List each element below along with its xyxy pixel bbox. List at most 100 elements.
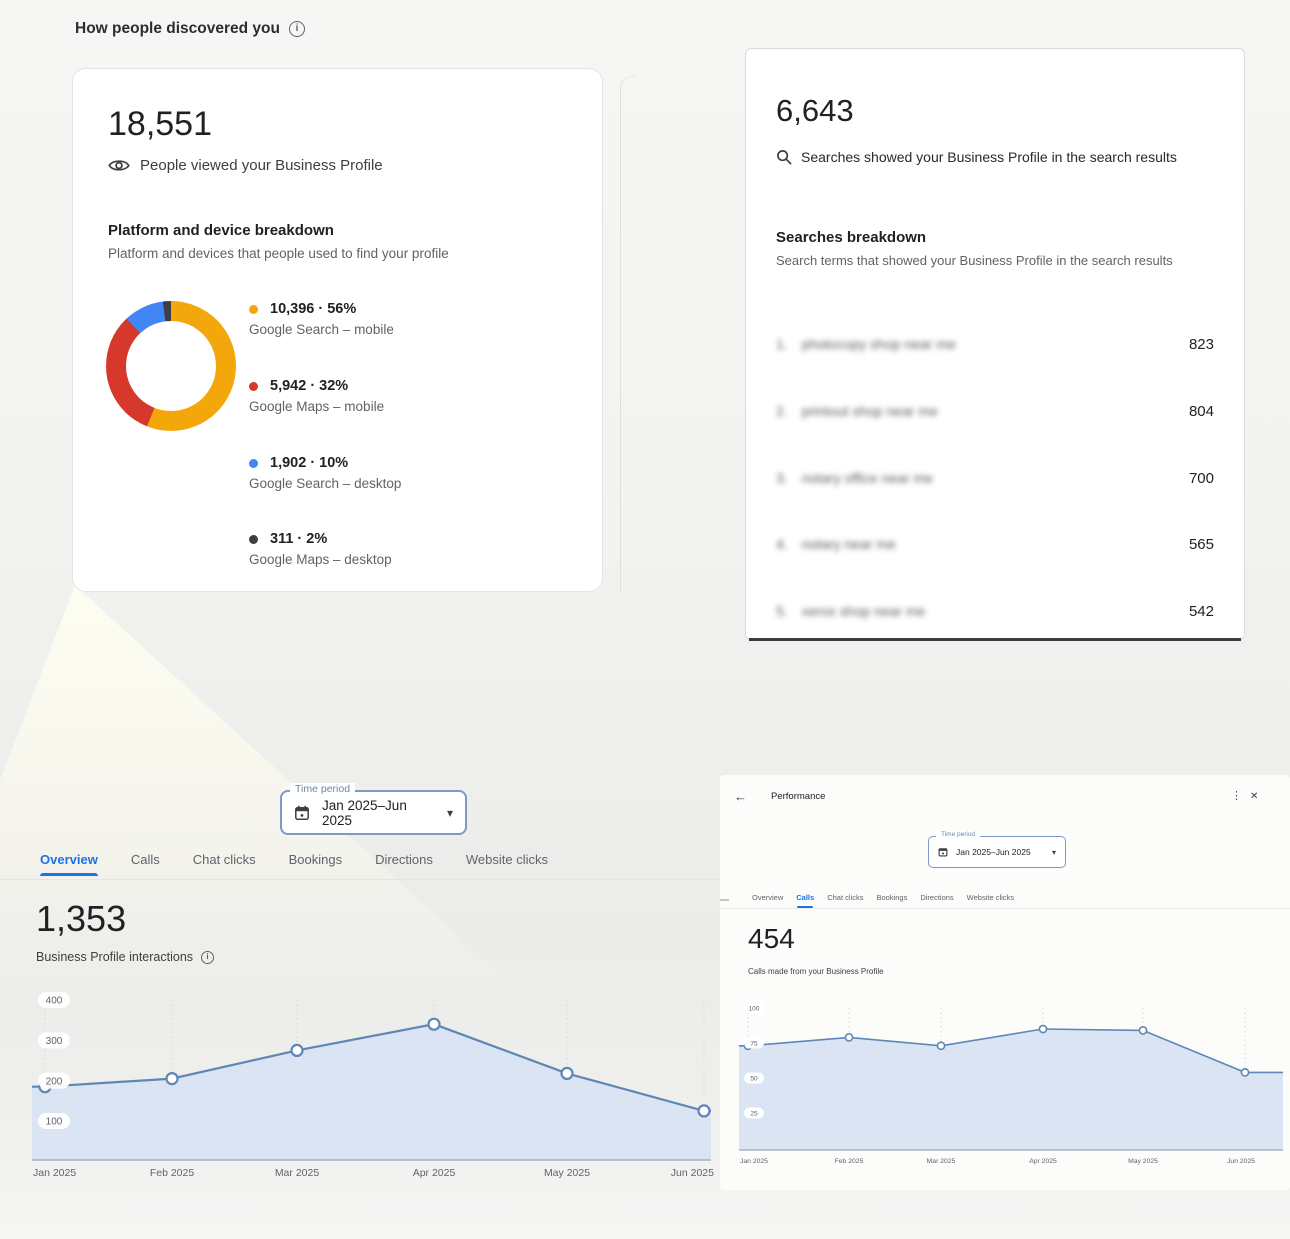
svg-text:Apr 2025: Apr 2025 (413, 1167, 456, 1179)
caret-down-icon: ▾ (446, 805, 453, 820)
calls-caption: Calls made from your Business Profile (748, 967, 884, 976)
svg-text:25: 25 (750, 1110, 758, 1117)
svg-text:Feb 2025: Feb 2025 (150, 1167, 195, 1179)
legend-label: Google Maps – mobile (249, 399, 385, 414)
term-count: 542 (1188, 602, 1214, 620)
calls-line-chart: 25 50 75 100 Jan 2025 Feb 2025 Mar 2025 Apr 202… (739, 1002, 1283, 1165)
breakdown-title: Platform and device breakdown (108, 222, 334, 239)
discovery-card: 18,551 People viewed your Business Profi… (72, 68, 603, 592)
legend-item: 1,902 · 10% Google Search – desktop (249, 455, 579, 491)
metrics-tab-bar: Overview Calls Chat clicks Bookings Dire… (752, 893, 1015, 908)
term-text-blurred: notary office near me (801, 470, 933, 486)
svg-text:200: 200 (46, 1076, 63, 1087)
time-period-value: Jan 2025–Jun 2025 (956, 847, 1031, 857)
search-term-row: 5. xerox shop near me 542 (776, 600, 1214, 622)
interactions-caption: Business Profile interactions (36, 950, 215, 964)
performance-mini-screenshot: ← Performance ⋮ ✕ Time period Jan 2025–J… (720, 775, 1290, 1190)
searches-breakdown-subtitle: Search terms that showed your Business P… (776, 253, 1173, 268)
time-period-label: Time period (936, 831, 981, 838)
close-icon[interactable]: ✕ (1250, 791, 1259, 802)
term-text-blurred: photocopy shop near me (801, 336, 956, 352)
searches-total: 6,643 (776, 93, 854, 128)
svg-text:Mar 2025: Mar 2025 (275, 1167, 320, 1179)
tab-website-clicks[interactable]: Website clicks (465, 852, 548, 867)
info-icon[interactable] (289, 21, 305, 37)
tab-website-clicks[interactable]: Website clicks (966, 893, 1015, 902)
legend-value: 1,902 · 10% (270, 455, 349, 471)
back-arrow-icon[interactable]: ← (734, 789, 747, 804)
term-rank: 1. (776, 336, 788, 352)
kebab-menu-icon[interactable]: ⋮ (1231, 790, 1242, 802)
tab-bar-divider (0, 879, 719, 880)
searches-caption: Searches showed your Business Profile in… (776, 149, 1177, 165)
term-text-blurred: notary near me (801, 536, 896, 552)
legend-dot-red (249, 381, 258, 391)
interactions-total: 1,353 (36, 898, 127, 939)
legend-item: 311 · 2% Google Maps – desktop (249, 531, 579, 567)
tab-overview[interactable]: Overview (40, 852, 98, 876)
svg-text:Apr 2025: Apr 2025 (1029, 1158, 1057, 1165)
tab-bookings[interactable]: Bookings (288, 852, 343, 867)
tab-bar-divider (720, 908, 1290, 909)
mini-header: ← Performance (734, 789, 825, 804)
tab-chat-clicks[interactable]: Chat clicks (192, 852, 256, 867)
time-period-field[interactable]: Jan 2025–Jun 2025 ▾ (928, 836, 1066, 868)
search-term-row: 4. notary near me 565 (776, 533, 1214, 555)
legend-value: 311 · 2% (270, 531, 328, 547)
svg-text:Mar 2025: Mar 2025 (927, 1158, 956, 1165)
term-count: 700 (1188, 469, 1214, 487)
svg-text:50: 50 (750, 1075, 758, 1082)
legend-item: 5,942 · 32% Google Maps – mobile (249, 378, 579, 414)
svg-text:Jun 2025: Jun 2025 (671, 1167, 714, 1179)
page-title: How people discovered you (75, 20, 305, 38)
svg-text:400: 400 (46, 996, 63, 1007)
metrics-tab-bar: Overview Calls Chat clicks Bookings Dire… (40, 852, 548, 876)
legend-dot-gray (249, 534, 258, 544)
breakdown-subtitle: Platform and devices that people used to… (108, 246, 449, 261)
views-total: 18,551 (108, 105, 212, 143)
legend-value: 5,942 · 32% (270, 378, 349, 394)
time-period-label: Time period (290, 783, 356, 795)
tab-chat-clicks[interactable]: Chat clicks (827, 893, 864, 902)
svg-text:100: 100 (46, 1117, 63, 1128)
calendar-icon (938, 848, 948, 857)
svg-text:100: 100 (749, 1005, 760, 1012)
time-period-field[interactable]: Jan 2025–Jun 2025 ▾ (280, 790, 467, 835)
tab-calls[interactable]: Calls (796, 893, 815, 908)
svg-text:300: 300 (46, 1036, 63, 1047)
next-card-edge (620, 76, 636, 592)
calendar-icon (295, 805, 309, 820)
legend-label: Google Search – mobile (249, 322, 394, 337)
caret-down-icon: ▾ (1051, 847, 1056, 857)
svg-text:May 2025: May 2025 (544, 1167, 590, 1179)
legend-value: 10,396 · 56% (270, 301, 357, 317)
svg-text:Jun 2025: Jun 2025 (1227, 1158, 1255, 1165)
tab-bookings[interactable]: Bookings (876, 893, 908, 902)
info-icon[interactable] (201, 950, 215, 964)
calls-total: 454 (748, 923, 795, 954)
legend-label: Google Maps – desktop (249, 552, 392, 567)
cropped-ui-fragment (720, 899, 729, 901)
mini-page-title: Performance (771, 791, 826, 802)
svg-text:Feb 2025: Feb 2025 (835, 1158, 864, 1165)
search-icon (777, 150, 792, 165)
search-term-row: 1. photocopy shop near me 823 (776, 333, 1214, 355)
search-term-row: 2. printout shop near me 804 (776, 400, 1214, 422)
svg-text:May 2025: May 2025 (1128, 1158, 1158, 1165)
tab-directions[interactable]: Directions (920, 893, 954, 902)
views-caption-text: People viewed your Business Profile (140, 157, 383, 174)
term-rank: 2. (776, 403, 788, 419)
tab-directions[interactable]: Directions (375, 852, 433, 867)
legend-dot-blue (249, 458, 258, 468)
legend-label: Google Search – desktop (249, 476, 402, 491)
term-rank: 4. (776, 536, 788, 552)
legend-item: 10,396 · 56% Google Search – mobile (249, 301, 579, 337)
tab-overview[interactable]: Overview (752, 893, 784, 902)
searches-card: 6,643 Searches showed your Business Prof… (745, 48, 1245, 641)
page-title-text: How people discovered you (75, 20, 280, 37)
term-rank: 5. (776, 603, 788, 619)
legend-dot-orange (249, 304, 258, 314)
tab-calls[interactable]: Calls (130, 852, 160, 867)
svg-text:75: 75 (750, 1040, 758, 1047)
